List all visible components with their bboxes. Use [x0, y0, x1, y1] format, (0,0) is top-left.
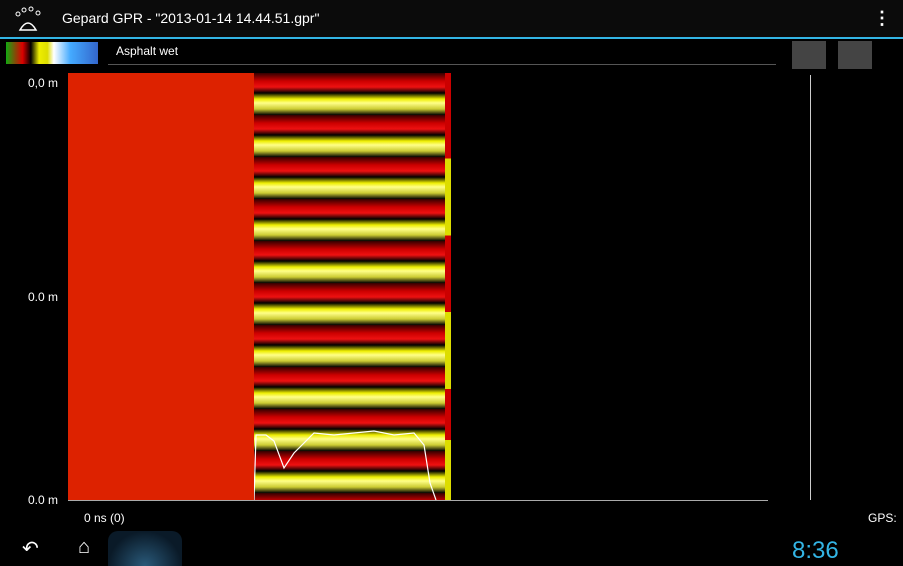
title: Gepard GPR - "2013-01-14 14.44.51.gpr"	[62, 10, 319, 26]
home-button[interactable]: ⌂	[78, 536, 90, 559]
dropdown-underline	[108, 64, 776, 65]
marker-strip	[445, 73, 451, 500]
x-label: 0 ns (0)	[84, 511, 125, 525]
y-label: 0,0 m	[28, 76, 58, 90]
screen: Gepard GPR - "2013-01-14 14.44.51.gpr" ⋮…	[0, 0, 903, 566]
overflow-menu[interactable]: ⋮	[873, 8, 891, 29]
y-label: 0.0 m	[28, 493, 58, 507]
recent-apps[interactable]	[108, 531, 182, 566]
clock: 8:36	[792, 537, 839, 565]
x-axis	[68, 500, 768, 501]
material-dropdown[interactable]: Asphalt wet	[116, 44, 178, 58]
palette-selector[interactable]	[6, 42, 98, 64]
map-button[interactable]	[792, 41, 826, 69]
app-icon	[12, 4, 46, 34]
y-label: 0.0 m	[28, 290, 58, 304]
view-button[interactable]	[838, 41, 872, 69]
back-button[interactable]: ↶	[22, 536, 39, 561]
trace-overlay	[254, 73, 445, 500]
radargram-empty	[68, 73, 254, 500]
signal-line	[810, 75, 811, 500]
